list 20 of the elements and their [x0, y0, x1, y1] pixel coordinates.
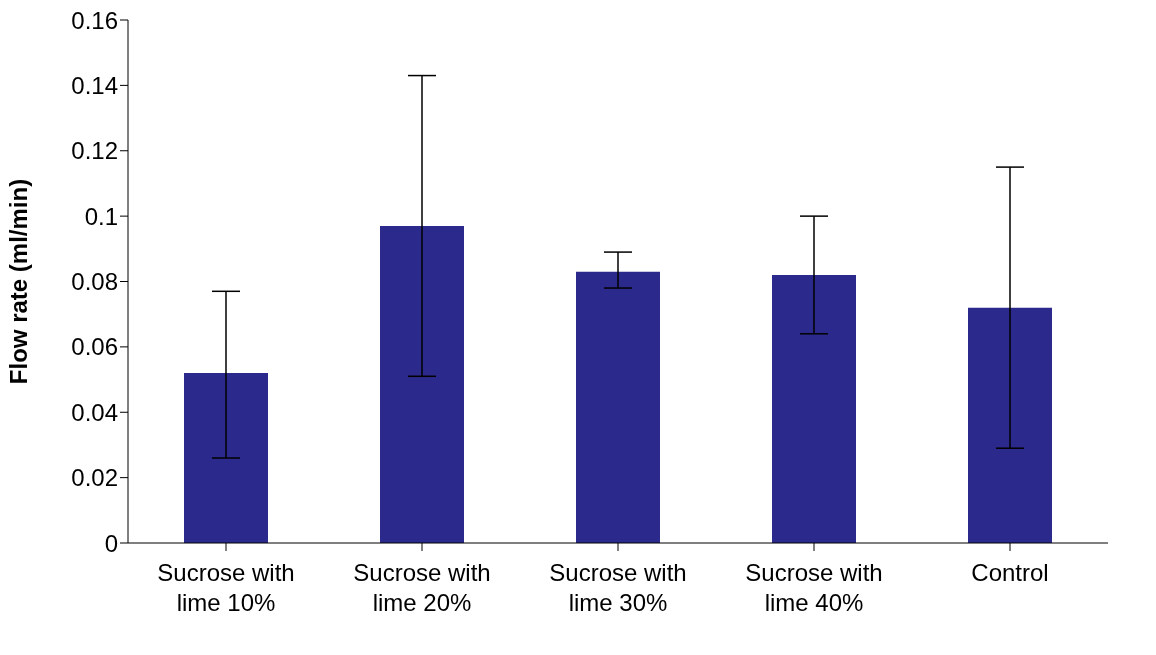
- x-tick-label: Sucrose with lime 10%: [157, 559, 295, 616]
- y-tick-label: 0.14: [71, 71, 118, 99]
- x-tick-label: Sucrose with lime 30%: [549, 559, 687, 616]
- y-tick-label: 0.1: [84, 202, 118, 230]
- y-axis-title: Flow rate (ml/min): [4, 178, 32, 385]
- y-tick-label: 0.12: [71, 137, 118, 165]
- y-tick-label: 0.02: [71, 464, 118, 492]
- x-tick-label: Sucrose with lime 20%: [353, 559, 491, 616]
- y-tick-label: 0.08: [71, 268, 118, 296]
- y-tick-label: 0.04: [71, 398, 118, 426]
- bar: [576, 271, 660, 543]
- y-tick-label: 0.16: [71, 6, 118, 34]
- bar: [968, 307, 1052, 543]
- x-tick-label: Control: [971, 559, 1049, 586]
- bar: [380, 225, 464, 543]
- bar: [184, 373, 268, 543]
- y-tick-label: 0.06: [71, 333, 118, 361]
- y-tick-label: 0: [104, 529, 118, 557]
- x-tick-label: Sucrose with lime 40%: [745, 559, 883, 616]
- bar: [772, 274, 856, 543]
